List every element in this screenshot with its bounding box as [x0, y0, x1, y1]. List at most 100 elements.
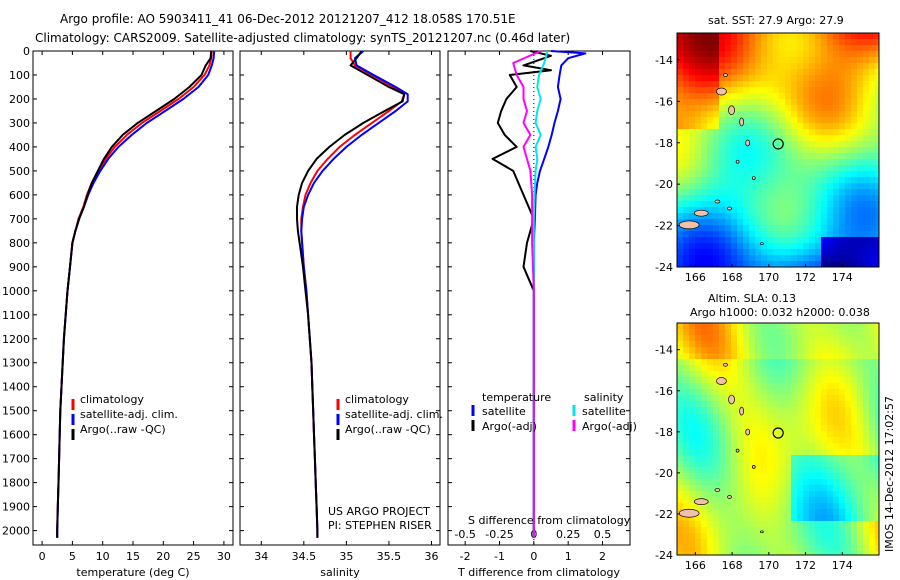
- heatmap-cell: [821, 189, 827, 195]
- heatmap-cell: [833, 195, 839, 201]
- heatmap-cell: [863, 39, 869, 45]
- heatmap-cell: [821, 455, 827, 461]
- heatmap-cell: [743, 479, 749, 485]
- heatmap-cell: [791, 57, 797, 63]
- heatmap-cell: [773, 81, 779, 87]
- heatmap-cell: [791, 455, 797, 461]
- heatmap-cell: [719, 129, 725, 135]
- heatmap-cell: [683, 461, 689, 467]
- heatmap-cell: [791, 231, 797, 237]
- heatmap-cell: [845, 473, 851, 479]
- heatmap-cell: [803, 195, 809, 201]
- heatmap-cell: [743, 377, 749, 383]
- heatmap-cell: [749, 341, 755, 347]
- heatmap-cell: [707, 87, 713, 93]
- heatmap-cell: [725, 413, 731, 419]
- heatmap-cell: [731, 503, 737, 509]
- heatmap-cell: [713, 485, 719, 491]
- heatmap-cell: [755, 225, 761, 231]
- heatmap-cell: [749, 527, 755, 533]
- heatmap-cell: [797, 503, 803, 509]
- heatmap-cell: [677, 225, 683, 231]
- heatmap-cell: [725, 33, 731, 39]
- legend-argo: Argo(..raw -QC): [80, 423, 166, 436]
- heatmap-cell: [689, 201, 695, 207]
- heatmap-cell: [815, 335, 821, 341]
- heatmap-cell: [833, 135, 839, 141]
- heatmap-cell: [695, 45, 701, 51]
- heatmap-cell: [869, 533, 875, 539]
- heatmap-cell: [725, 329, 731, 335]
- heatmap-cell: [683, 365, 689, 371]
- heatmap-cell: [863, 255, 869, 261]
- heatmap-cell: [827, 57, 833, 63]
- heatmap-cell: [833, 425, 839, 431]
- heatmap-cell: [815, 425, 821, 431]
- heatmap-cell: [677, 177, 683, 183]
- heatmap-cell: [869, 255, 875, 261]
- heatmap-cell: [845, 413, 851, 419]
- heatmap-cell: [695, 545, 701, 551]
- heatmap-cell: [677, 261, 683, 267]
- heatmap-cell: [827, 401, 833, 407]
- heatmap-cell: [689, 335, 695, 341]
- heatmap-cell: [749, 383, 755, 389]
- heatmap-cell: [863, 33, 869, 39]
- heatmap-cell: [785, 69, 791, 75]
- heatmap-cell: [719, 491, 725, 497]
- heatmap-cell: [731, 165, 737, 171]
- heatmap-cell: [683, 51, 689, 57]
- heatmap-cell: [707, 123, 713, 129]
- heatmap-cell: [845, 243, 851, 249]
- heatmap-cell: [773, 365, 779, 371]
- depth-tick-label: 200: [9, 93, 30, 106]
- heatmap-cell: [809, 69, 815, 75]
- heatmap-cell: [785, 377, 791, 383]
- heatmap-cell: [797, 219, 803, 225]
- heatmap-cell: [701, 473, 707, 479]
- heatmap-cell: [737, 419, 743, 425]
- heatmap-cell: [773, 443, 779, 449]
- heatmap-cell: [797, 383, 803, 389]
- heatmap-cell: [695, 527, 701, 533]
- heatmap-cell: [743, 81, 749, 87]
- heatmap-cell: [785, 335, 791, 341]
- heatmap-cell: [707, 335, 713, 341]
- heatmap-cell: [683, 431, 689, 437]
- heatmap-cell: [677, 377, 683, 383]
- heatmap-cell: [809, 153, 815, 159]
- heatmap-cell: [683, 383, 689, 389]
- heatmap-cell: [833, 81, 839, 87]
- heatmap-cell: [779, 69, 785, 75]
- depth-tick-label: 100: [9, 69, 30, 82]
- heatmap-cell: [863, 165, 869, 171]
- heatmap-cell: [749, 231, 755, 237]
- heatmap-cell: [713, 81, 719, 87]
- heatmap-cell: [815, 99, 821, 105]
- heatmap-cell: [875, 527, 879, 533]
- heatmap-cell: [803, 353, 809, 359]
- heatmap-cell: [755, 425, 761, 431]
- heatmap-cell: [683, 153, 689, 159]
- heatmap-cell: [773, 407, 779, 413]
- heatmap-cell: [875, 159, 879, 165]
- heatmap-cell: [833, 45, 839, 51]
- heatmap-cell: [719, 383, 725, 389]
- island: [723, 73, 728, 77]
- heatmap-cell: [725, 533, 731, 539]
- heatmap-cell: [773, 329, 779, 335]
- heatmap-cell: [683, 135, 689, 141]
- heatmap-cell: [809, 479, 815, 485]
- heatmap-cell: [869, 243, 875, 249]
- heatmap-cell: [833, 377, 839, 383]
- heatmap-cell: [737, 189, 743, 195]
- heatmap-cell: [809, 141, 815, 147]
- heatmap-cell: [803, 117, 809, 123]
- heatmap-cell: [707, 231, 713, 237]
- heatmap-cell: [857, 413, 863, 419]
- heatmap-cell: [725, 395, 731, 401]
- heatmap-cell: [863, 527, 869, 533]
- heatmap-cell: [695, 69, 701, 75]
- heatmap-cell: [833, 33, 839, 39]
- heatmap-cell: [869, 503, 875, 509]
